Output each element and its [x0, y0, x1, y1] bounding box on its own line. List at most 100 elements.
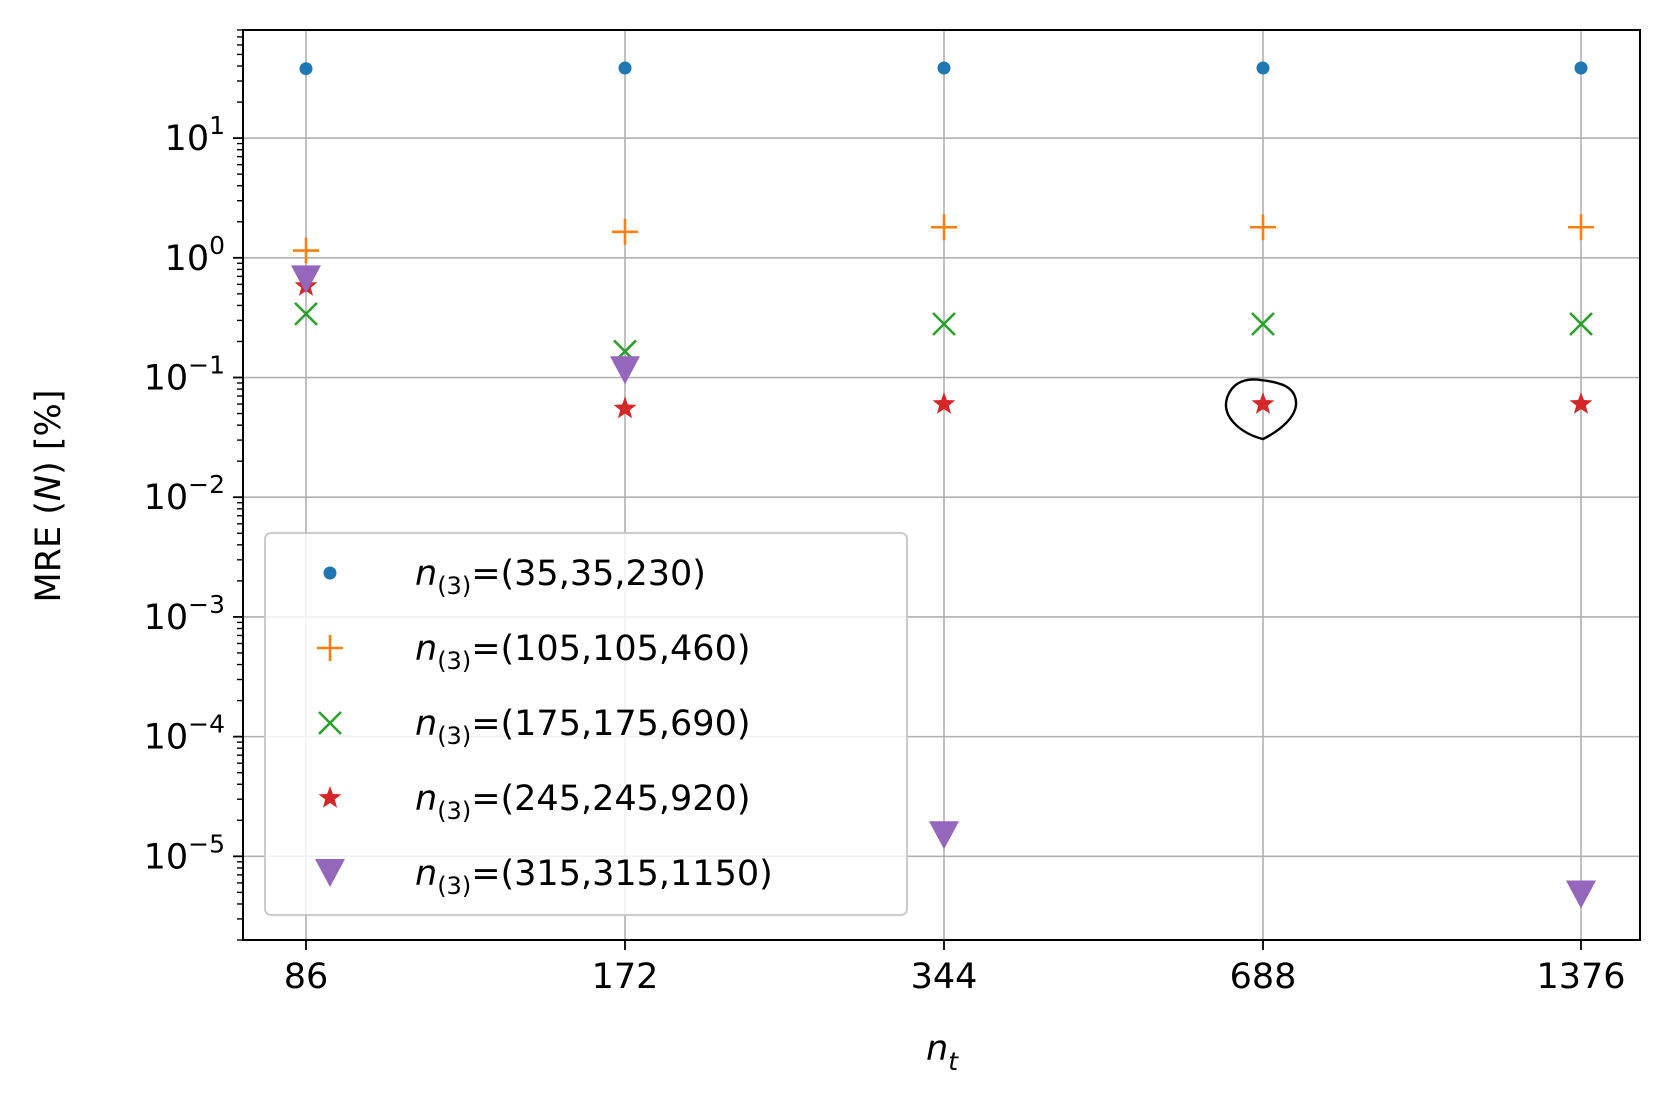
marker-triangle-shape	[315, 859, 345, 887]
marker-plus-shape	[317, 635, 343, 661]
legend-item-0: n(3)=(35,35,230)	[323, 554, 706, 600]
y-tick-label: 10−2	[144, 470, 225, 518]
x-tick-label: 172	[592, 957, 659, 997]
point-series1-688	[1250, 214, 1276, 241]
marker-plus-shape	[1250, 214, 1276, 241]
marker-x	[318, 711, 342, 735]
y-tick-label: 100	[165, 231, 225, 279]
y-tick-label-exponent: −2	[188, 470, 225, 499]
y-tick-label-exponent: −5	[188, 829, 225, 858]
legend-label-base: n	[415, 854, 437, 894]
point-series0-344	[937, 61, 951, 75]
marker-dot-shape	[1574, 61, 1588, 75]
legend-item-3: n(3)=(245,245,920)	[318, 779, 751, 825]
marker-dot-shape	[618, 61, 632, 75]
legend-label: n(3)=(245,245,920)	[415, 779, 751, 825]
legend-label-base: n	[415, 629, 437, 669]
marker-triangle-shape	[291, 265, 321, 294]
legend-label: n(3)=(315,315,1150)	[415, 854, 773, 900]
legend-label: n(3)=(35,35,230)	[415, 554, 706, 600]
marker-x-shape	[318, 711, 342, 735]
y-tick-label-base: 10	[144, 718, 189, 758]
point-series3-1376	[1569, 392, 1593, 414]
point-series4-172	[610, 356, 640, 385]
legend-label-rest: =(105,105,460)	[471, 629, 750, 669]
annotation-circle	[1224, 378, 1298, 441]
point-series1-344	[931, 214, 957, 241]
legend-label-sub: (3)	[437, 722, 471, 750]
y-tick-label: 10−1	[144, 351, 225, 399]
marker-x-shape	[1251, 312, 1275, 336]
x-tick-label: 344	[911, 957, 978, 997]
legend-label-rest: =(175,175,690)	[471, 704, 750, 744]
marker-triangle-shape	[929, 821, 959, 850]
marker-plus-shape	[931, 214, 957, 241]
legend-label-sub: (3)	[437, 872, 471, 900]
marker-plus-shape	[293, 237, 319, 264]
y-tick-label: 10−3	[144, 590, 225, 638]
marker-star-shape	[1251, 392, 1275, 414]
marker-x-shape	[1569, 312, 1593, 336]
legend-label-rest: =(35,35,230)	[471, 554, 706, 594]
y-tick-label-exponent: −4	[188, 710, 225, 739]
marker-plus-shape	[1568, 214, 1594, 241]
marker-tri_down	[315, 859, 345, 887]
point-series2-1376	[1569, 312, 1593, 336]
y-tick-label-exponent: 0	[209, 231, 225, 260]
legend-label: n(3)=(105,105,460)	[415, 629, 751, 675]
legend-label-base: n	[415, 554, 437, 594]
legend: n(3)=(35,35,230)n(3)=(105,105,460)n(3)=(…	[264, 532, 908, 916]
marker-x-shape	[294, 301, 318, 326]
point-series4-1376	[1566, 880, 1596, 909]
legend-label: n(3)=(175,175,690)	[415, 704, 751, 750]
y-tick-label-base: 10	[144, 478, 189, 518]
point-series3-688	[1251, 392, 1275, 414]
point-series3-172	[613, 396, 637, 419]
y-tick-label-exponent: 1	[209, 111, 225, 140]
annotation-loop	[1224, 378, 1298, 441]
point-series2-688	[1251, 312, 1275, 336]
grid	[243, 30, 1640, 940]
y-tick-label-base: 10	[144, 359, 189, 399]
y-tick-label-base: 10	[144, 598, 189, 638]
point-series2-344	[932, 312, 956, 336]
data-points	[291, 61, 1596, 909]
x-tick-label: 1376	[1536, 957, 1625, 997]
axes-frame	[233, 29, 1641, 950]
marker-triangle-shape	[1566, 880, 1596, 909]
legend-item-4: n(3)=(315,315,1150)	[315, 854, 773, 900]
y-tick-label-base: 10	[144, 837, 189, 877]
y-axis-label: MRE (N) [%]	[29, 390, 69, 603]
y-axis-label-var: N	[29, 475, 69, 501]
legend-label-sub: (3)	[437, 572, 471, 600]
y-axis-label-prefix: MRE (	[29, 501, 69, 602]
marker-triangle-shape	[610, 356, 640, 385]
marker-star-shape	[318, 786, 342, 808]
legend-label-sub: (3)	[437, 797, 471, 825]
y-tick-label-base: 10	[165, 119, 210, 159]
marker-dot-shape	[299, 62, 313, 76]
legend-label-rest: =(315,315,1150)	[471, 854, 773, 894]
legend-label-sub: (3)	[437, 647, 471, 675]
point-series1-86	[293, 237, 319, 264]
point-series0-86	[299, 62, 313, 76]
legend-item-1: n(3)=(105,105,460)	[317, 629, 751, 675]
point-series4-86	[291, 265, 321, 294]
point-series3-344	[932, 392, 956, 414]
marker-dot	[323, 566, 337, 580]
x-tick-label: 688	[1230, 957, 1297, 997]
x-tick-labels: 86 172 344 688 1376	[284, 957, 1626, 997]
point-series0-1376	[1574, 61, 1588, 75]
legend-box	[264, 532, 908, 916]
legend-label-base: n	[415, 779, 437, 819]
marker-star	[318, 786, 342, 808]
point-series1-1376	[1568, 214, 1594, 241]
y-tick-label: 10−5	[144, 829, 225, 877]
marker-plus-shape	[612, 218, 638, 245]
y-tick-label: 101	[165, 111, 225, 159]
axes-box	[242, 29, 1641, 941]
marker-dot-shape	[323, 566, 337, 580]
point-series0-688	[1256, 61, 1270, 75]
